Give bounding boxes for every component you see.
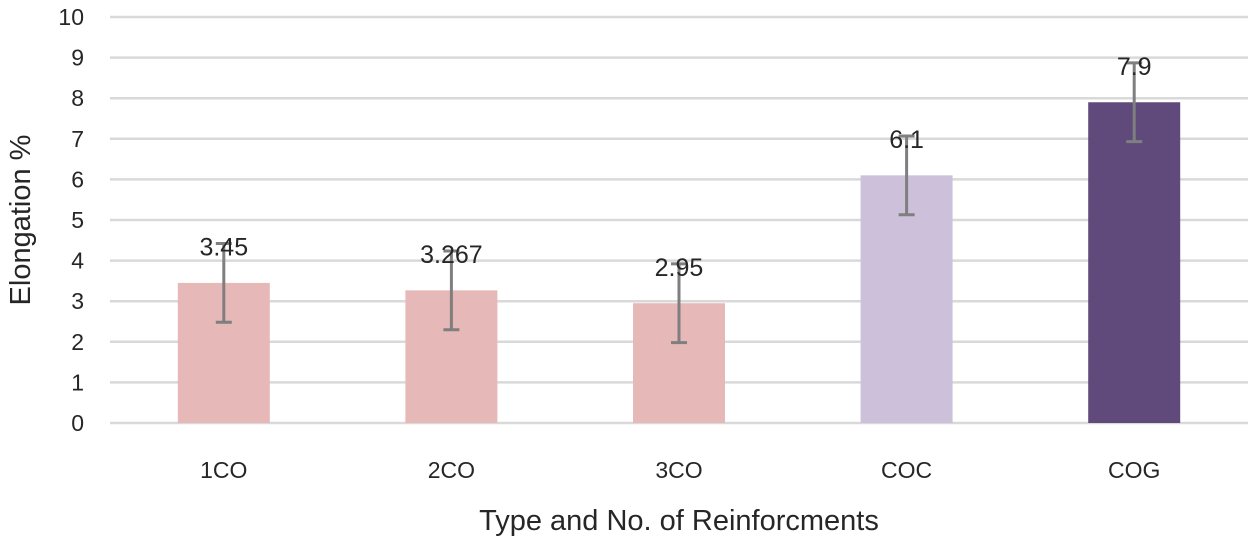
bar-COG bbox=[1088, 102, 1181, 423]
y-tick-label: 2 bbox=[71, 329, 84, 355]
data-label: 2.95 bbox=[655, 254, 704, 282]
y-tick-label: 6 bbox=[71, 166, 84, 192]
error-bar bbox=[1126, 61, 1143, 144]
data-label: 3.267 bbox=[420, 241, 483, 269]
y-tick-label: 9 bbox=[71, 45, 84, 71]
error-bar bbox=[898, 134, 915, 217]
x-axis-title: Type and No. of Reinforcments bbox=[479, 505, 879, 537]
y-tick-label: 5 bbox=[71, 207, 84, 233]
y-axis-title: Elongation % bbox=[5, 135, 37, 306]
gridlines bbox=[110, 15, 1248, 425]
y-tick-labels: 0 1 2 3 4 5 6 7 8 9 10 bbox=[58, 4, 84, 436]
x-tick-label: 3CO bbox=[655, 457, 702, 483]
x-tick-labels: 1CO 2CO 3CO COC COG bbox=[200, 457, 1160, 483]
data-label: 3.45 bbox=[199, 234, 248, 262]
bars: 3.45 3.267 2.95 6.1 7.9 bbox=[177, 53, 1181, 423]
error-bar bbox=[443, 249, 460, 332]
data-label: 6.1 bbox=[889, 126, 924, 154]
x-tick-label: 2CO bbox=[428, 457, 475, 483]
error-bar bbox=[215, 242, 232, 324]
y-tick-label: 1 bbox=[71, 369, 84, 395]
y-tick-label: 3 bbox=[71, 288, 84, 314]
x-tick-label: COG bbox=[1108, 457, 1160, 483]
y-tick-label: 8 bbox=[71, 85, 84, 111]
bar-COC bbox=[860, 175, 953, 423]
y-tick-label: 7 bbox=[71, 126, 84, 152]
error-bar bbox=[671, 262, 687, 345]
data-label: 7.9 bbox=[1117, 53, 1152, 81]
y-tick-label: 0 bbox=[71, 410, 84, 436]
x-tick-label: COC bbox=[881, 457, 932, 483]
x-tick-label: 1CO bbox=[200, 457, 247, 483]
y-tick-label: 4 bbox=[71, 248, 84, 274]
y-tick-label: 10 bbox=[58, 4, 84, 30]
